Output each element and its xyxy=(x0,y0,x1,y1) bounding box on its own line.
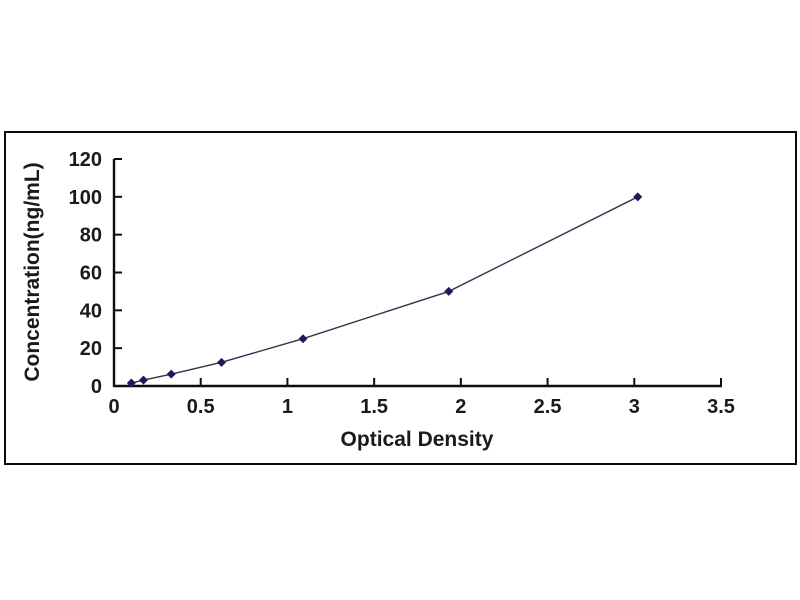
y-tick-label: 60 xyxy=(80,263,102,285)
data-point-marker xyxy=(166,369,176,379)
x-tick-label: 3.5 xyxy=(707,396,735,418)
x-tick-label: 3 xyxy=(629,396,640,418)
series-line xyxy=(131,196,639,384)
y-axis-title: Concentration(ng/mL) xyxy=(21,162,44,382)
data-point-marker xyxy=(633,192,643,202)
y-tick-label: 0 xyxy=(91,376,102,398)
y-tick-label: 20 xyxy=(80,338,102,360)
data-point-marker xyxy=(444,286,454,296)
data-point-marker xyxy=(138,375,148,385)
data-point-marker xyxy=(126,378,136,388)
x-tick-label: 0 xyxy=(108,396,119,418)
y-tick-label: 80 xyxy=(80,225,102,247)
x-tick-label: 0.5 xyxy=(187,396,215,418)
data-point-marker xyxy=(298,334,308,344)
chart-frame xyxy=(4,131,797,465)
y-tick-label: 40 xyxy=(80,300,102,322)
x-tick-label: 1.5 xyxy=(360,396,388,418)
data-point-marker xyxy=(217,357,227,367)
x-tick-label: 2 xyxy=(455,396,466,418)
y-tick-label: 120 xyxy=(69,149,102,171)
x-axis-title: Optical Density xyxy=(340,428,494,451)
x-tick-label: 2.5 xyxy=(534,396,562,418)
y-tick-label: 100 xyxy=(69,187,102,209)
x-tick-label: 1 xyxy=(282,396,293,418)
